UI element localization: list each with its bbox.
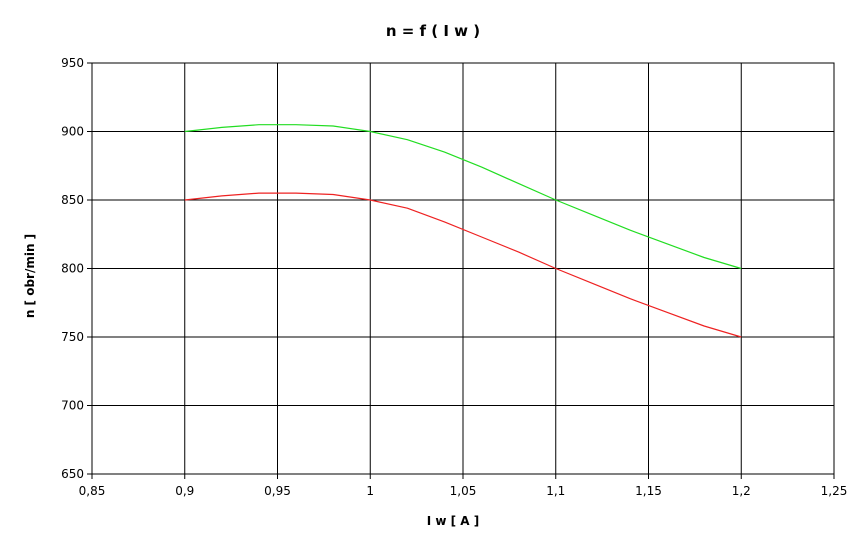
x-tick-label: 1,05 xyxy=(450,484,477,498)
y-tick-label: 900 xyxy=(61,125,84,139)
x-tick-label: 1,25 xyxy=(821,484,848,498)
y-axis-label: n [ obr/min ] xyxy=(23,234,37,318)
series-line-1 xyxy=(184,124,742,270)
x-tick-label: 0,95 xyxy=(264,484,291,498)
x-tick-label: 1,2 xyxy=(732,484,751,498)
axis-ticks: 650 700 750 800 850 900 950 0,85 0,9 0,95 1 1,05 1,1… xyxy=(61,56,847,498)
chart-title: n = f ( I w ) xyxy=(386,22,480,40)
series-line-2 xyxy=(184,192,742,338)
x-tick-label: 1 xyxy=(366,484,374,498)
y-tick-label: 650 xyxy=(61,467,84,481)
x-axis-label: I w [ A ] xyxy=(427,514,480,528)
x-tick-label: 1,1 xyxy=(546,484,565,498)
y-tick-label: 850 xyxy=(61,193,84,207)
y-tick-label: 950 xyxy=(61,56,84,70)
y-tick-label: 800 xyxy=(61,262,84,276)
y-tick-label: 700 xyxy=(61,399,84,413)
x-tick-label: 0,85 xyxy=(79,484,106,498)
x-tick-label: 0,9 xyxy=(175,484,194,498)
x-tick-label: 1,15 xyxy=(635,484,662,498)
y-tick-label: 750 xyxy=(61,330,84,344)
series-group xyxy=(184,124,742,338)
gridlines xyxy=(91,62,835,475)
